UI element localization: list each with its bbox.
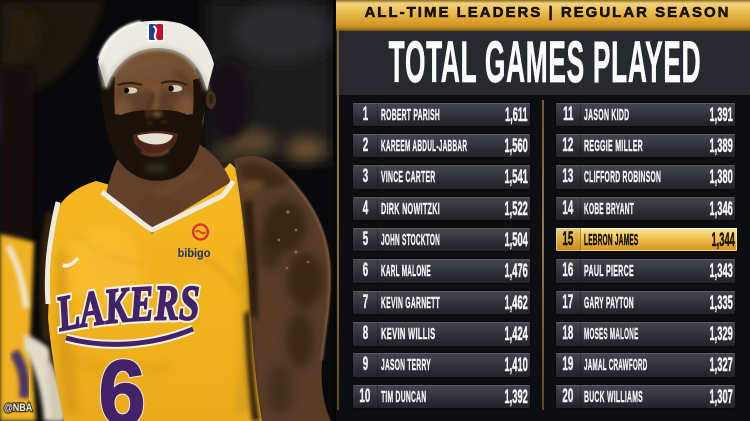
svg-text:bibigo: bibigo <box>178 248 211 260</box>
svg-text:@NBA: @NBA <box>4 402 32 414</box>
svg-text:@NBA: @NBA <box>4 402 32 414</box>
svg-text:6: 6 <box>98 341 145 421</box>
svg-text:6: 6 <box>98 341 145 421</box>
